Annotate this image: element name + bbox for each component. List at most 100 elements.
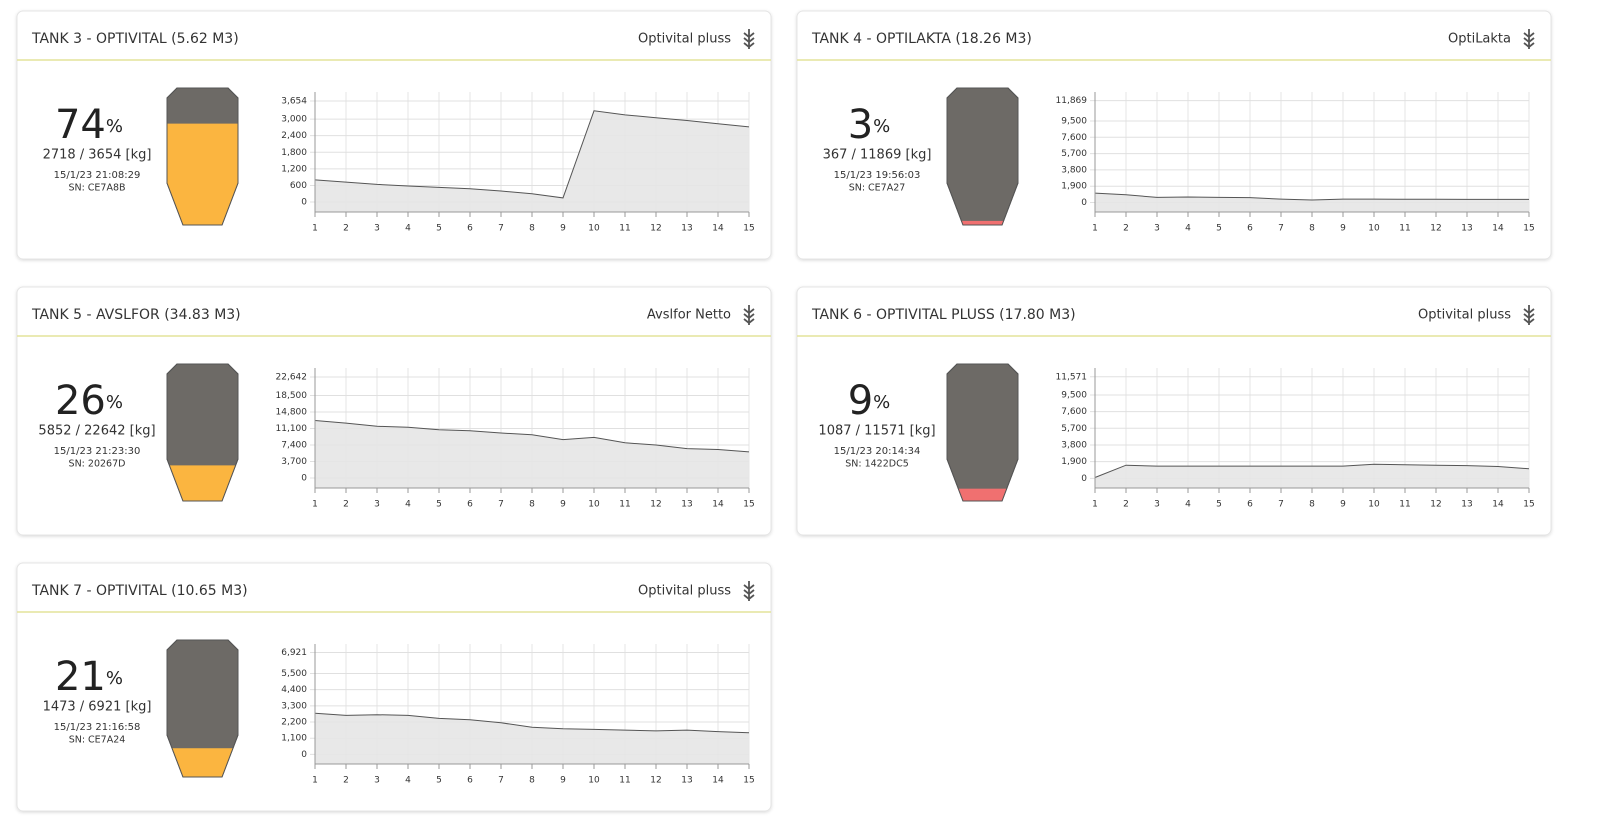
y-tick-label: 1,900 — [1061, 457, 1087, 467]
tank-outline — [166, 363, 239, 502]
area — [315, 713, 749, 764]
serial-number: SN: CE7A8B — [68, 183, 125, 194]
y-tick-label: 3,654 — [281, 97, 307, 107]
card-title: TANK 3 - OPTIVITAL (5.62 M3) — [31, 31, 239, 47]
x-tick-label: 14 — [1492, 224, 1504, 234]
card — [796, 10, 1552, 260]
x-tick-label: 5 — [1216, 224, 1222, 234]
x-tick-label: 13 — [681, 224, 692, 234]
y-tick-label: 0 — [301, 750, 307, 760]
area — [1095, 193, 1529, 212]
area — [1095, 464, 1529, 488]
x-tick-label: 14 — [712, 776, 724, 786]
line — [314, 420, 750, 453]
x-tick-label: 11 — [619, 224, 630, 234]
tank-level — [947, 220, 1018, 225]
wheat-icon — [743, 29, 755, 49]
weight: 2718 / 3654 [kg] — [43, 148, 152, 163]
weight: 1473 / 6921 [kg] — [43, 700, 152, 715]
x-tick-label: 11 — [1399, 500, 1410, 510]
y-tick-label: 7,400 — [281, 440, 307, 450]
tank-outline — [946, 363, 1019, 502]
y-tick-label: 2,400 — [281, 131, 307, 141]
x-tick-label: 5 — [1216, 500, 1222, 510]
x-tick-label: 2 — [1123, 500, 1129, 510]
tank-outline — [166, 639, 239, 778]
percent-unit: % — [106, 392, 123, 413]
timestamp: 15/1/23 19:56:03 — [834, 170, 921, 181]
x-tick-label: 13 — [1461, 224, 1472, 234]
x-tick-label: 6 — [467, 776, 473, 786]
x-tick-label: 3 — [1154, 224, 1160, 234]
y-tick-label: 1,800 — [281, 148, 307, 158]
x-tick-label: 3 — [374, 500, 380, 510]
x-tick-label: 1 — [312, 500, 318, 510]
percent-unit: % — [873, 392, 890, 413]
x-tick-label: 4 — [405, 224, 411, 234]
weight: 367 / 11869 [kg] — [823, 148, 932, 163]
percent-unit: % — [873, 116, 890, 137]
y-tick-label: 3,800 — [1061, 165, 1087, 175]
y-tick-label: 14,800 — [276, 407, 308, 417]
y-tick-label: 1,100 — [281, 734, 307, 744]
y-tick-label: 3,000 — [281, 115, 307, 125]
x-tick-label: 11 — [1399, 224, 1410, 234]
serial-number: SN: 20267D — [69, 459, 126, 470]
serial-number: SN: CE7A27 — [849, 183, 906, 194]
x-tick-label: 1 — [1092, 500, 1098, 510]
x-tick-label: 12 — [650, 500, 661, 510]
x-tick-label: 9 — [1340, 224, 1346, 234]
y-tick-label: 5,500 — [281, 669, 307, 679]
x-tick-label: 12 — [1430, 224, 1441, 234]
x-tick-label: 6 — [1247, 224, 1253, 234]
x-tick-label: 4 — [405, 500, 411, 510]
x-tick-label: 13 — [1461, 500, 1472, 510]
x-tick-label: 8 — [1309, 224, 1315, 234]
x-tick-label: 5 — [436, 224, 442, 234]
tank-card: TANK 3 - OPTIVITAL (5.62 M3) Optivital pl… — [16, 10, 772, 260]
y-tick-label: 4,400 — [281, 685, 307, 695]
line — [314, 110, 750, 199]
x-tick-label: 4 — [1185, 224, 1191, 234]
x-tick-label: 10 — [588, 224, 600, 234]
y-tick-label: 3,800 — [1061, 440, 1087, 450]
x-tick-label: 15 — [1523, 500, 1534, 510]
y-tick-label: 6,921 — [281, 648, 307, 658]
x-tick-label: 14 — [1492, 500, 1504, 510]
tank-level — [947, 488, 1018, 501]
wheat-icon — [743, 581, 755, 601]
line — [1094, 192, 1529, 201]
y-tick-label: 5,700 — [1061, 424, 1087, 434]
product-name: Avslfor Netto — [647, 308, 731, 323]
percent-value: 9 — [848, 378, 873, 424]
y-tick-label: 7,600 — [1061, 133, 1087, 143]
x-tick-label: 10 — [1368, 500, 1380, 510]
y-tick-label: 9,500 — [1061, 390, 1087, 400]
x-tick-label: 14 — [712, 224, 724, 234]
serial-number: SN: CE7A24 — [69, 735, 126, 746]
x-tick-label: 5 — [436, 500, 442, 510]
card-title: TANK 4 - OPTILAKTA (18.26 M3) — [811, 31, 1032, 47]
x-tick-label: 4 — [1185, 500, 1191, 510]
y-tick-label: 11,100 — [276, 424, 308, 434]
x-tick-label: 11 — [619, 500, 630, 510]
x-tick-label: 12 — [650, 224, 661, 234]
tank-level — [167, 123, 238, 225]
timestamp: 15/1/23 21:23:30 — [54, 446, 141, 457]
tank-outline — [946, 87, 1019, 226]
tank-outline — [166, 87, 239, 226]
product-name: OptiLakta — [1448, 32, 1511, 47]
x-tick-label: 7 — [1278, 224, 1284, 234]
x-tick-label: 13 — [681, 500, 692, 510]
percent: 74% — [55, 102, 123, 148]
y-tick-label: 18,500 — [276, 391, 308, 401]
y-tick-label: 2,200 — [281, 718, 307, 728]
x-tick-label: 4 — [405, 776, 411, 786]
y-tick-label: 0 — [1081, 198, 1087, 208]
wheat-icon — [1523, 305, 1535, 325]
x-tick-label: 9 — [560, 500, 566, 510]
tank-card: TANK 6 - OPTIVITAL PLUSS (17.80 M3) Optiv… — [796, 286, 1552, 536]
line — [1094, 463, 1530, 478]
y-tick-label: 3,700 — [281, 457, 307, 467]
percent: 21% — [55, 654, 123, 700]
